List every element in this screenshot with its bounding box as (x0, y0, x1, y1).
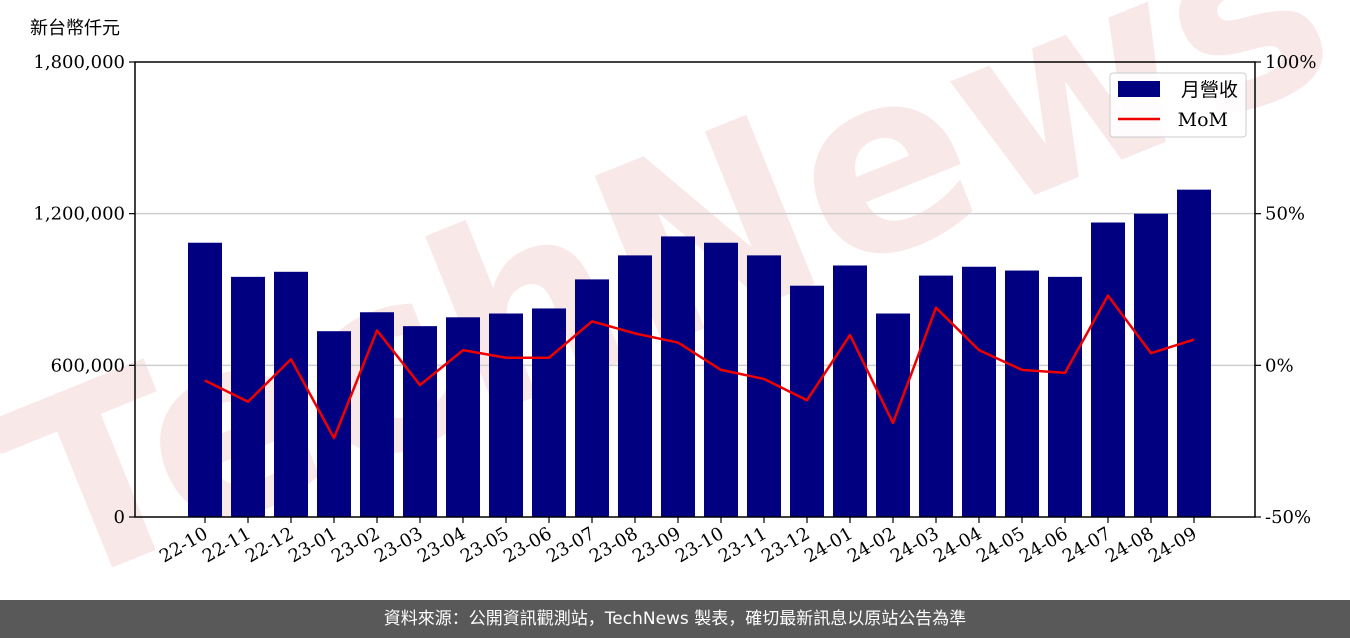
x-tick-label: 24-04 (930, 523, 985, 567)
left-tick-label: 0 (114, 507, 125, 528)
x-tick-label: 23-07 (543, 523, 598, 567)
x-tick-label: 23-09 (629, 523, 684, 567)
x-tick-label: 24-06 (1016, 523, 1071, 567)
mom-point-22-10 (204, 380, 206, 381)
bar-23-10 (704, 242, 738, 517)
y-axis-unit-label: 新台幣仟元 (30, 18, 120, 39)
mom-point-24-09 (1193, 339, 1195, 341)
bar-23-09 (661, 236, 695, 517)
x-tick-label: 23-08 (586, 523, 641, 567)
x-tick-label: 23-05 (457, 523, 512, 567)
mom-line (204, 294, 1195, 440)
x-tick-label: 23-11 (715, 523, 770, 567)
legend-label-revenue: 月營收 (1181, 79, 1238, 101)
x-tick-label: 23-04 (414, 523, 469, 567)
bar-24-08 (1134, 213, 1168, 517)
mom-point-24-04 (978, 349, 980, 351)
x-tick-label: 24-02 (844, 523, 899, 567)
x-tick-label: 23-03 (371, 523, 426, 567)
left-tick-label: 1,800,000 (33, 52, 125, 73)
plot-frame (134, 61, 1256, 518)
legend-bar-swatch (1118, 81, 1160, 97)
legend-label-mom: MoM (1178, 109, 1228, 131)
mom-point-23-08 (634, 332, 636, 334)
bar-23-04 (446, 317, 480, 517)
bar-23-07 (575, 279, 609, 517)
bar-23-02 (360, 312, 394, 517)
mom-point-23-03 (419, 384, 421, 386)
mom-point-23-05 (505, 357, 507, 359)
bar-24-06 (1048, 276, 1082, 517)
mom-point-22-12 (290, 358, 292, 360)
mom-point-24-02 (892, 422, 894, 424)
mom-point-24-03 (935, 307, 937, 309)
x-tick-label: 23-10 (672, 523, 727, 567)
mom-point-23-01 (333, 437, 335, 439)
x-tick-label: 24-05 (973, 523, 1028, 567)
left-tick-label: 1,200,000 (33, 204, 125, 225)
mom-point-23-06 (548, 357, 550, 359)
x-tick-label: 23-06 (500, 523, 555, 567)
bar-24-07 (1091, 222, 1125, 517)
right-tick-label: 0% (1265, 355, 1294, 376)
bar-24-01 (833, 265, 867, 517)
right-tick-label: 50% (1265, 204, 1305, 225)
x-tick-label: 24-09 (1145, 523, 1200, 567)
bar-22-10 (188, 242, 222, 517)
bar-24-02 (876, 313, 910, 517)
mom-point-23-11 (763, 378, 765, 380)
mom-point-23-09 (677, 342, 679, 344)
revenue-chart: TechNews 0600,0001,200,0001,800,000-50%0… (0, 0, 1350, 600)
right-tick-label: -50% (1265, 507, 1311, 528)
x-tick-label: 24-03 (887, 523, 942, 567)
mom-point-24-01 (849, 334, 851, 336)
bar-23-11 (747, 255, 781, 517)
bar-24-09 (1177, 189, 1211, 517)
right-tick-label: 100% (1265, 52, 1316, 73)
bar-24-05 (1005, 270, 1039, 517)
mom-point-24-08 (1150, 352, 1152, 354)
mom-point-23-10 (720, 369, 722, 371)
left-tick-label: 600,000 (51, 355, 125, 376)
bar-24-04 (962, 266, 996, 517)
mom-point-23-07 (591, 320, 593, 322)
bar-23-05 (489, 313, 523, 517)
x-tick-label: 24-07 (1059, 523, 1114, 567)
source-footer: 資料來源：公開資訊觀測站，TechNews 製表，確切最新訊息以原站公告為準 (0, 600, 1350, 638)
bar-22-12 (274, 271, 308, 517)
mom-point-23-12 (806, 399, 808, 401)
bar-23-01 (317, 331, 351, 517)
bar-23-03 (403, 326, 437, 517)
mom-point-23-02 (376, 329, 378, 331)
bar-23-06 (532, 308, 566, 517)
x-tick-label: 23-12 (758, 523, 813, 567)
bar-23-08 (618, 255, 652, 517)
x-tick-label: 24-08 (1102, 523, 1157, 567)
mom-point-23-04 (462, 349, 464, 351)
bar-24-03 (919, 275, 953, 517)
mom-point-24-05 (1021, 369, 1023, 371)
mom-point-22-11 (247, 401, 249, 403)
x-tick-label: 24-01 (801, 523, 856, 567)
mom-point-24-06 (1064, 372, 1066, 374)
mom-point-24-07 (1107, 295, 1109, 297)
